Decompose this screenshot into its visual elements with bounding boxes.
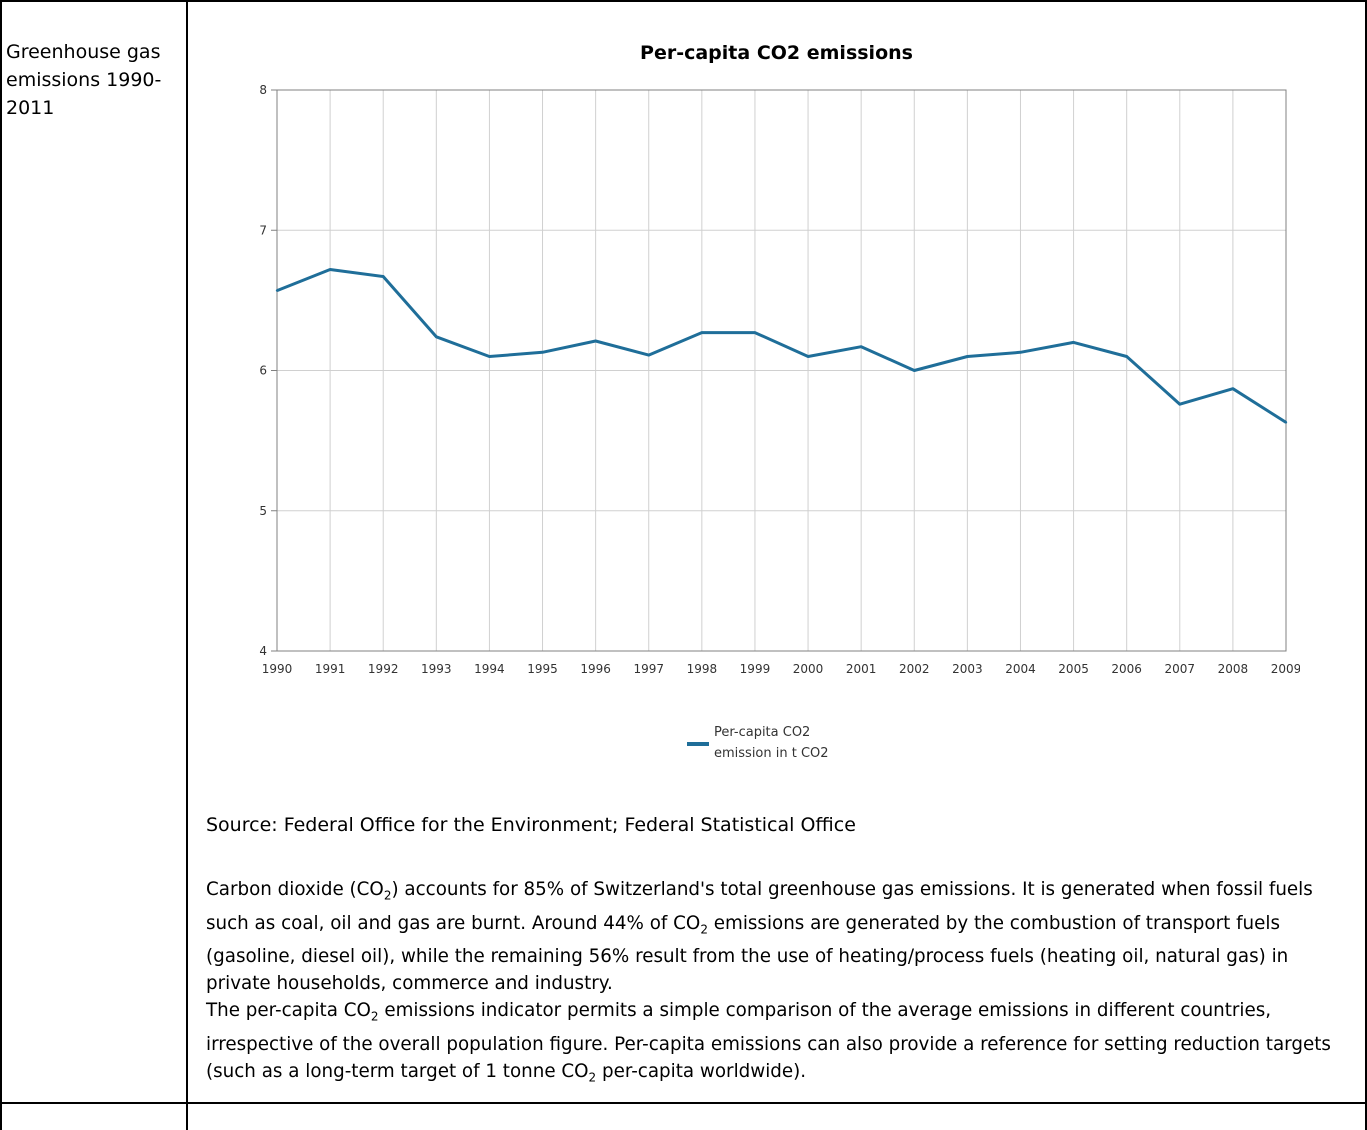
data-point <box>1178 402 1181 406</box>
subscript: 2 <box>588 1070 597 1085</box>
data-point <box>966 355 969 358</box>
data-point <box>753 331 757 334</box>
data-point <box>1125 355 1128 358</box>
data-point <box>806 355 810 358</box>
data-point <box>328 268 332 271</box>
x-tick-label: 2003 <box>952 662 983 676</box>
y-tick-label: 8 <box>259 83 267 97</box>
data-point <box>647 353 650 357</box>
x-tick-label: 1995 <box>527 662 558 676</box>
x-tick-label: 2000 <box>793 662 824 676</box>
data-point <box>435 335 438 339</box>
data-point <box>1019 351 1022 354</box>
line-chart: 4 5 6 7 8 1990 1991 1992 1993 1994 1995 1996 1997 199… <box>259 83 1300 676</box>
x-tick-label: 1998 <box>687 662 718 676</box>
x-tick-label: 2001 <box>846 662 877 676</box>
subscript: 2 <box>370 1009 379 1024</box>
y-tick-label: 5 <box>259 504 267 518</box>
plot-border <box>276 89 1287 652</box>
data-point <box>382 275 385 278</box>
data-point <box>1284 421 1288 424</box>
description-text-part: emissions indicator permits a simple com… <box>206 1000 1331 1082</box>
data-point <box>488 355 491 358</box>
x-tick-label: 1999 <box>740 662 771 676</box>
legend-swatch <box>687 742 709 746</box>
data-point <box>859 345 863 348</box>
y-tick-label: 4 <box>259 644 267 658</box>
y-tick-label: 7 <box>259 223 267 237</box>
table-border-top <box>0 0 1367 2</box>
x-tick-label: 1990 <box>262 662 293 676</box>
row-label: Greenhouse gas emissions 1990-2011 <box>6 41 162 119</box>
x-tick-label: 2002 <box>899 662 930 676</box>
x-tick-label: 1991 <box>315 662 346 676</box>
x-tick-label: 2005 <box>1058 662 1089 676</box>
legend-label: Per-capita CO2 emission in t CO2 <box>714 722 904 764</box>
legend-label-line-2: emission in t CO2 <box>714 746 829 761</box>
description-text-part: Carbon dioxide (CO <box>206 879 384 900</box>
legend-label-line-1: Per-capita CO2 <box>714 725 811 740</box>
subscript: 2 <box>383 888 392 903</box>
x-tick-label: 1994 <box>474 662 505 676</box>
chart-legend: Per-capita CO2 emission in t CO2 <box>684 722 904 772</box>
description-text: Carbon dioxide (CO2) accounts for 85% of… <box>206 876 1356 1092</box>
description-text-part: per-capita worldwide). <box>596 1060 807 1082</box>
data-point <box>700 331 704 334</box>
x-tick-label: 1996 <box>580 662 611 676</box>
x-tick-label: 1993 <box>421 662 452 676</box>
description-text-part: ) accounts for 85% of Switzerland's tota… <box>206 879 1313 934</box>
table-border-left <box>0 0 2 1130</box>
data-point <box>1072 341 1075 344</box>
x-tick-label: 2008 <box>1218 662 1249 676</box>
x-tick-label: 2007 <box>1165 662 1196 676</box>
table-column-divider <box>186 0 188 1130</box>
description-text-part: The per-capita CO <box>206 1000 371 1022</box>
subscript: 2 <box>700 922 708 937</box>
data-point <box>275 289 279 292</box>
data-point <box>594 339 597 343</box>
table-row-divider <box>0 1102 1367 1104</box>
data-point <box>541 351 544 354</box>
source-note: Source: Federal Office for the Environme… <box>206 814 856 836</box>
data-point <box>1231 387 1235 390</box>
data-point <box>913 369 916 372</box>
table-border-right <box>1365 0 1367 1130</box>
y-tick-label: 6 <box>259 364 267 378</box>
series-line <box>276 268 1287 424</box>
chart-title: Per-capita CO2 emissions <box>640 42 913 64</box>
x-tick-label: 1992 <box>368 662 399 676</box>
x-tick-label: 2006 <box>1111 662 1142 676</box>
x-tick-label: 2004 <box>1005 662 1036 676</box>
x-tick-label: 1997 <box>633 662 664 676</box>
x-tick-label: 2009 <box>1271 662 1300 676</box>
description-text-part: emissions are generated by the combustio… <box>206 912 1289 995</box>
